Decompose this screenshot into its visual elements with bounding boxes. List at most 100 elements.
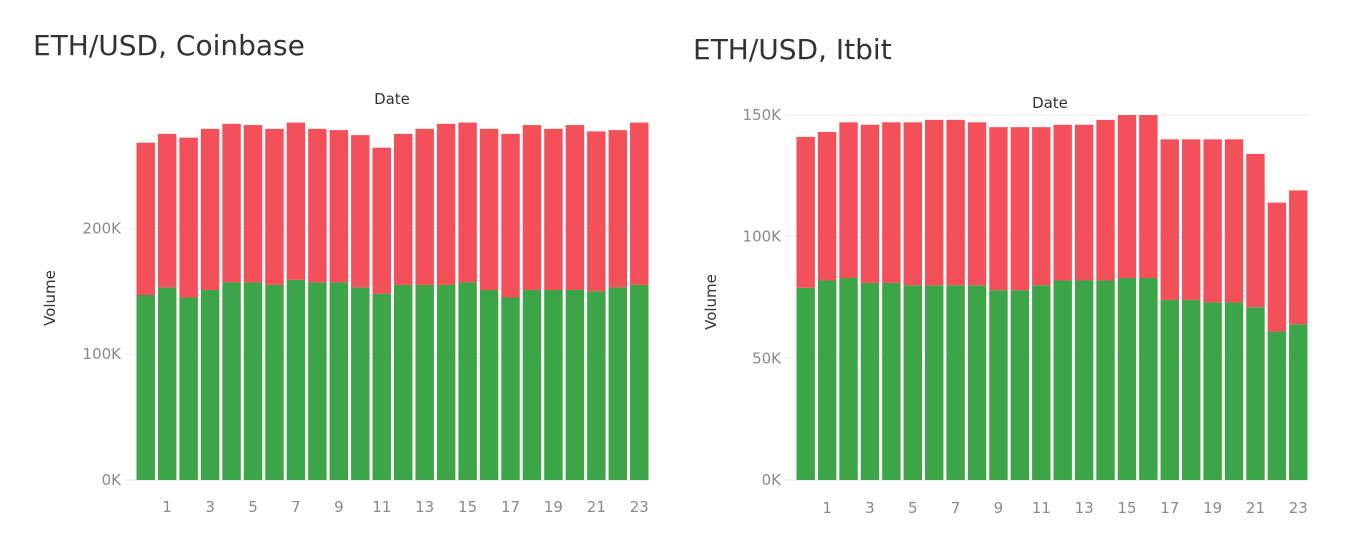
chart-itbit-bar-lower-16 <box>1139 278 1158 480</box>
chart-coinbase-bar-upper-3 <box>200 128 220 290</box>
chart-coinbase-bar-upper-13 <box>415 128 434 285</box>
chart-itbit-xlabel: Date <box>1032 94 1068 112</box>
chart-itbit-bar-upper-1 <box>817 132 837 281</box>
chart-coinbase-x-tick-label: 15 <box>458 498 477 516</box>
chart-itbit-bar-upper-15 <box>1117 115 1137 279</box>
chart-coinbase-bar-upper-15 <box>458 122 477 283</box>
chart-coinbase-bar-upper-5 <box>243 125 263 283</box>
chart-coinbase-bar-upper-20 <box>565 125 585 290</box>
chart-itbit-y-tick-label: 100K <box>743 228 783 246</box>
chart-coinbase-xticks: 1 3 5 7 9 11 13 15 17 19 21 23 <box>162 498 648 516</box>
chart-itbit-bar-lower-18 <box>1182 299 1201 480</box>
chart-coinbase-x-tick-label: 21 <box>587 498 606 516</box>
chart-itbit-x-tick-label: 15 <box>1117 499 1136 517</box>
chart-itbit-x-tick-label: 23 <box>1289 499 1308 517</box>
chart-itbit-bar-upper-2 <box>839 122 858 279</box>
chart-coinbase-bar-upper-4 <box>222 123 241 283</box>
chart-itbit-bar-upper-19 <box>1203 139 1222 303</box>
chart-coinbase-bar-upper-10 <box>351 135 370 288</box>
chart-coinbase-bar-lower-16 <box>479 289 499 480</box>
chart-itbit-bar-upper-5 <box>903 122 922 286</box>
chart-coinbase-y-tick-label: 0K <box>102 471 123 489</box>
chart-itbit-bars <box>796 115 1308 480</box>
chart-itbit-bar-lower-2 <box>839 278 858 480</box>
chart-itbit-bar-upper-7 <box>946 119 965 286</box>
chart-itbit-bar-lower-19 <box>1203 302 1222 480</box>
chart-coinbase-x-tick-label: 7 <box>291 498 301 516</box>
chart-coinbase-bar-lower-9 <box>329 282 349 480</box>
chart-itbit-bar-lower-20 <box>1224 302 1244 480</box>
chart-itbit-bar-lower-0 <box>796 287 815 480</box>
chart-itbit-bar-lower-5 <box>903 285 922 480</box>
chart-itbit-bar-upper-9 <box>989 127 1008 291</box>
chart-coinbase-x-tick-label: 5 <box>248 498 258 516</box>
chart-itbit-bar-lower-14 <box>1096 280 1115 480</box>
chart-itbit-bar-upper-21 <box>1246 153 1265 308</box>
chart-coinbase-bar-upper-12 <box>394 133 413 285</box>
chart-itbit-bar-lower-3 <box>860 282 880 480</box>
chart-coinbase-bar-upper-0 <box>136 142 155 295</box>
chart-coinbase-bar-lower-8 <box>308 282 327 480</box>
chart-itbit-ylabel: Volume <box>702 274 720 330</box>
chart-coinbase-bar-lower-13 <box>415 284 434 480</box>
chart-coinbase-yticks: 0K 100K 200K <box>83 219 123 489</box>
chart-coinbase-bar-upper-19 <box>544 128 563 290</box>
chart-coinbase-x-tick-label: 13 <box>415 498 434 516</box>
chart-coinbase-x-tick-label: 9 <box>334 498 344 516</box>
chart-coinbase-bar-lower-1 <box>157 287 177 480</box>
chart-itbit-bar-upper-0 <box>796 136 815 288</box>
chart-coinbase-bar-lower-21 <box>587 291 606 480</box>
chart-coinbase-xlabel: Date <box>374 90 410 108</box>
chart-coinbase-bar-upper-14 <box>436 123 456 285</box>
chart-itbit-bar-upper-6 <box>925 119 944 286</box>
chart-coinbase-title: ETH/USD, Coinbase <box>33 29 305 62</box>
chart-itbit-bar-upper-14 <box>1096 119 1115 281</box>
chart-itbit-bar-upper-4 <box>882 122 901 283</box>
chart-coinbase-bars <box>136 122 649 480</box>
chart-coinbase-bar-lower-17 <box>501 297 520 480</box>
chart-itbit-bar-lower-6 <box>925 285 944 480</box>
chart-coinbase-bar-upper-1 <box>157 133 177 288</box>
chart-coinbase-x-tick-label: 1 <box>162 498 172 516</box>
chart-itbit-x-tick-label: 5 <box>908 499 918 517</box>
chart-coinbase-bar-lower-5 <box>243 282 263 480</box>
chart-coinbase-bar-upper-9 <box>329 130 349 283</box>
chart-itbit-bar-upper-23 <box>1289 190 1308 325</box>
chart-coinbase-bar-upper-8 <box>308 128 327 283</box>
chart-itbit-bar-lower-11 <box>1032 285 1051 480</box>
chart-itbit-bar-upper-12 <box>1053 124 1072 281</box>
chart-itbit-bar-upper-3 <box>860 124 880 283</box>
chart-itbit-y-tick-label: 0K <box>762 471 783 489</box>
chart-itbit-yticks: 0K 50K 100K 150K <box>743 106 783 489</box>
chart-itbit-bar-lower-23 <box>1289 324 1308 480</box>
chart-coinbase-bar-upper-11 <box>372 147 391 294</box>
chart-itbit-bar-upper-22 <box>1267 202 1287 332</box>
chart-itbit-x-tick-label: 17 <box>1160 499 1179 517</box>
chart-coinbase-x-tick-label: 3 <box>205 498 215 516</box>
chart-itbit-bar-upper-20 <box>1224 139 1244 303</box>
chart-coinbase-bar-lower-19 <box>544 289 563 480</box>
chart-coinbase-bar-lower-2 <box>179 297 198 480</box>
chart-coinbase-x-tick-label: 11 <box>372 498 391 516</box>
chart-itbit-x-tick-label: 19 <box>1203 499 1222 517</box>
chart-itbit-bar-upper-10 <box>1010 127 1030 291</box>
chart-coinbase-bar-lower-11 <box>372 293 391 480</box>
chart-coinbase-bar-upper-16 <box>479 128 499 290</box>
chart-coinbase-bar-upper-21 <box>587 131 606 292</box>
chart-coinbase-bar-lower-18 <box>522 289 542 480</box>
chart-coinbase-bar-upper-22 <box>608 130 628 288</box>
chart-itbit-bar-lower-9 <box>989 290 1008 480</box>
chart-itbit-x-tick-label: 11 <box>1032 499 1051 517</box>
chart-itbit-x-tick-label: 9 <box>994 499 1004 517</box>
chart-itbit-x-tick-label: 13 <box>1075 499 1094 517</box>
chart-coinbase-bar-upper-17 <box>501 133 520 298</box>
chart-itbit-bar-upper-8 <box>967 122 987 286</box>
chart-itbit-x-tick-label: 21 <box>1246 499 1265 517</box>
chart-itbit-y-tick-label: 150K <box>743 106 783 124</box>
chart-coinbase-bar-lower-14 <box>436 284 456 480</box>
chart-itbit-bar-lower-17 <box>1160 299 1179 480</box>
chart-coinbase-x-tick-label: 19 <box>544 498 563 516</box>
chart-coinbase-ylabel: Volume <box>41 270 59 326</box>
chart-coinbase-y-tick-label: 100K <box>83 345 123 363</box>
chart-coinbase-bar-upper-7 <box>286 122 306 280</box>
